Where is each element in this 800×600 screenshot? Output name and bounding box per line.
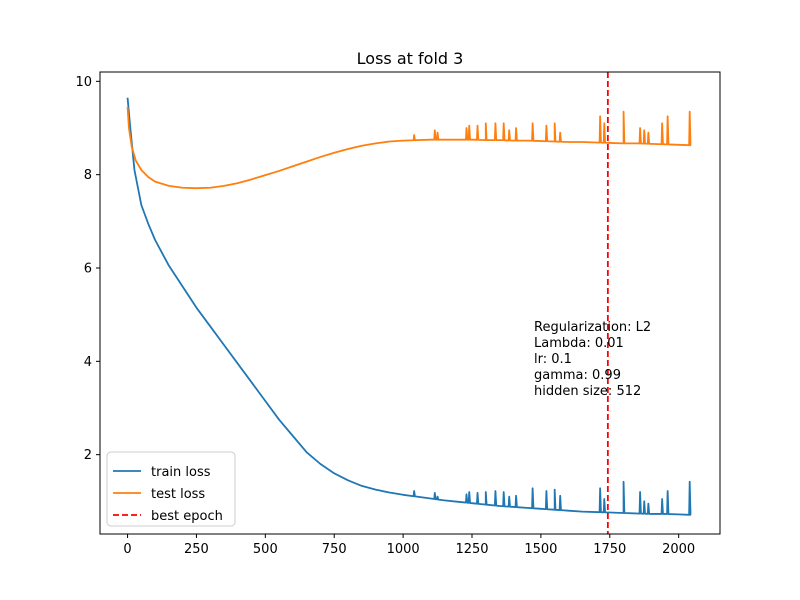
x-tick-label: 750 (322, 542, 347, 557)
plot-area (126, 72, 692, 534)
x-axis: 0 250 500 750 1000 1250 1500 1750 2000 (123, 534, 695, 557)
train-loss-line (126, 97, 692, 516)
x-tick-label: 250 (184, 542, 209, 557)
annotation-line: gamma: 0.99 (534, 368, 621, 383)
chart-title: Loss at fold 3 (357, 49, 464, 68)
y-tick-label: 4 (84, 355, 92, 370)
legend-label: train loss (151, 465, 211, 480)
x-tick-label: 2000 (662, 542, 695, 557)
annotation-line: Lambda: 0.01 (534, 336, 624, 351)
axes-frame (99, 71, 721, 535)
annotation-line: lr: 0.1 (534, 352, 572, 367)
y-axis: 2 4 6 8 10 (75, 75, 100, 463)
x-tick-label: 1250 (455, 542, 488, 557)
annotation-line: Regularization: L2 (534, 320, 651, 335)
legend: train loss test loss best epoch (106, 451, 236, 527)
x-tick-label: 500 (253, 542, 278, 557)
y-tick-label: 6 (84, 262, 92, 277)
y-tick-label: 10 (75, 75, 92, 90)
legend-label: best epoch (151, 509, 223, 524)
x-tick-label: 1500 (524, 542, 557, 557)
y-tick-label: 8 (84, 168, 92, 183)
x-tick-label: 1000 (387, 542, 420, 557)
legend-label: test loss (151, 487, 205, 502)
x-tick-label: 0 (123, 542, 131, 557)
test-loss-line (126, 106, 692, 190)
x-tick-label: 1750 (593, 542, 626, 557)
annotation-line: hidden size: 512 (534, 384, 641, 399)
y-tick-label: 2 (84, 448, 92, 463)
